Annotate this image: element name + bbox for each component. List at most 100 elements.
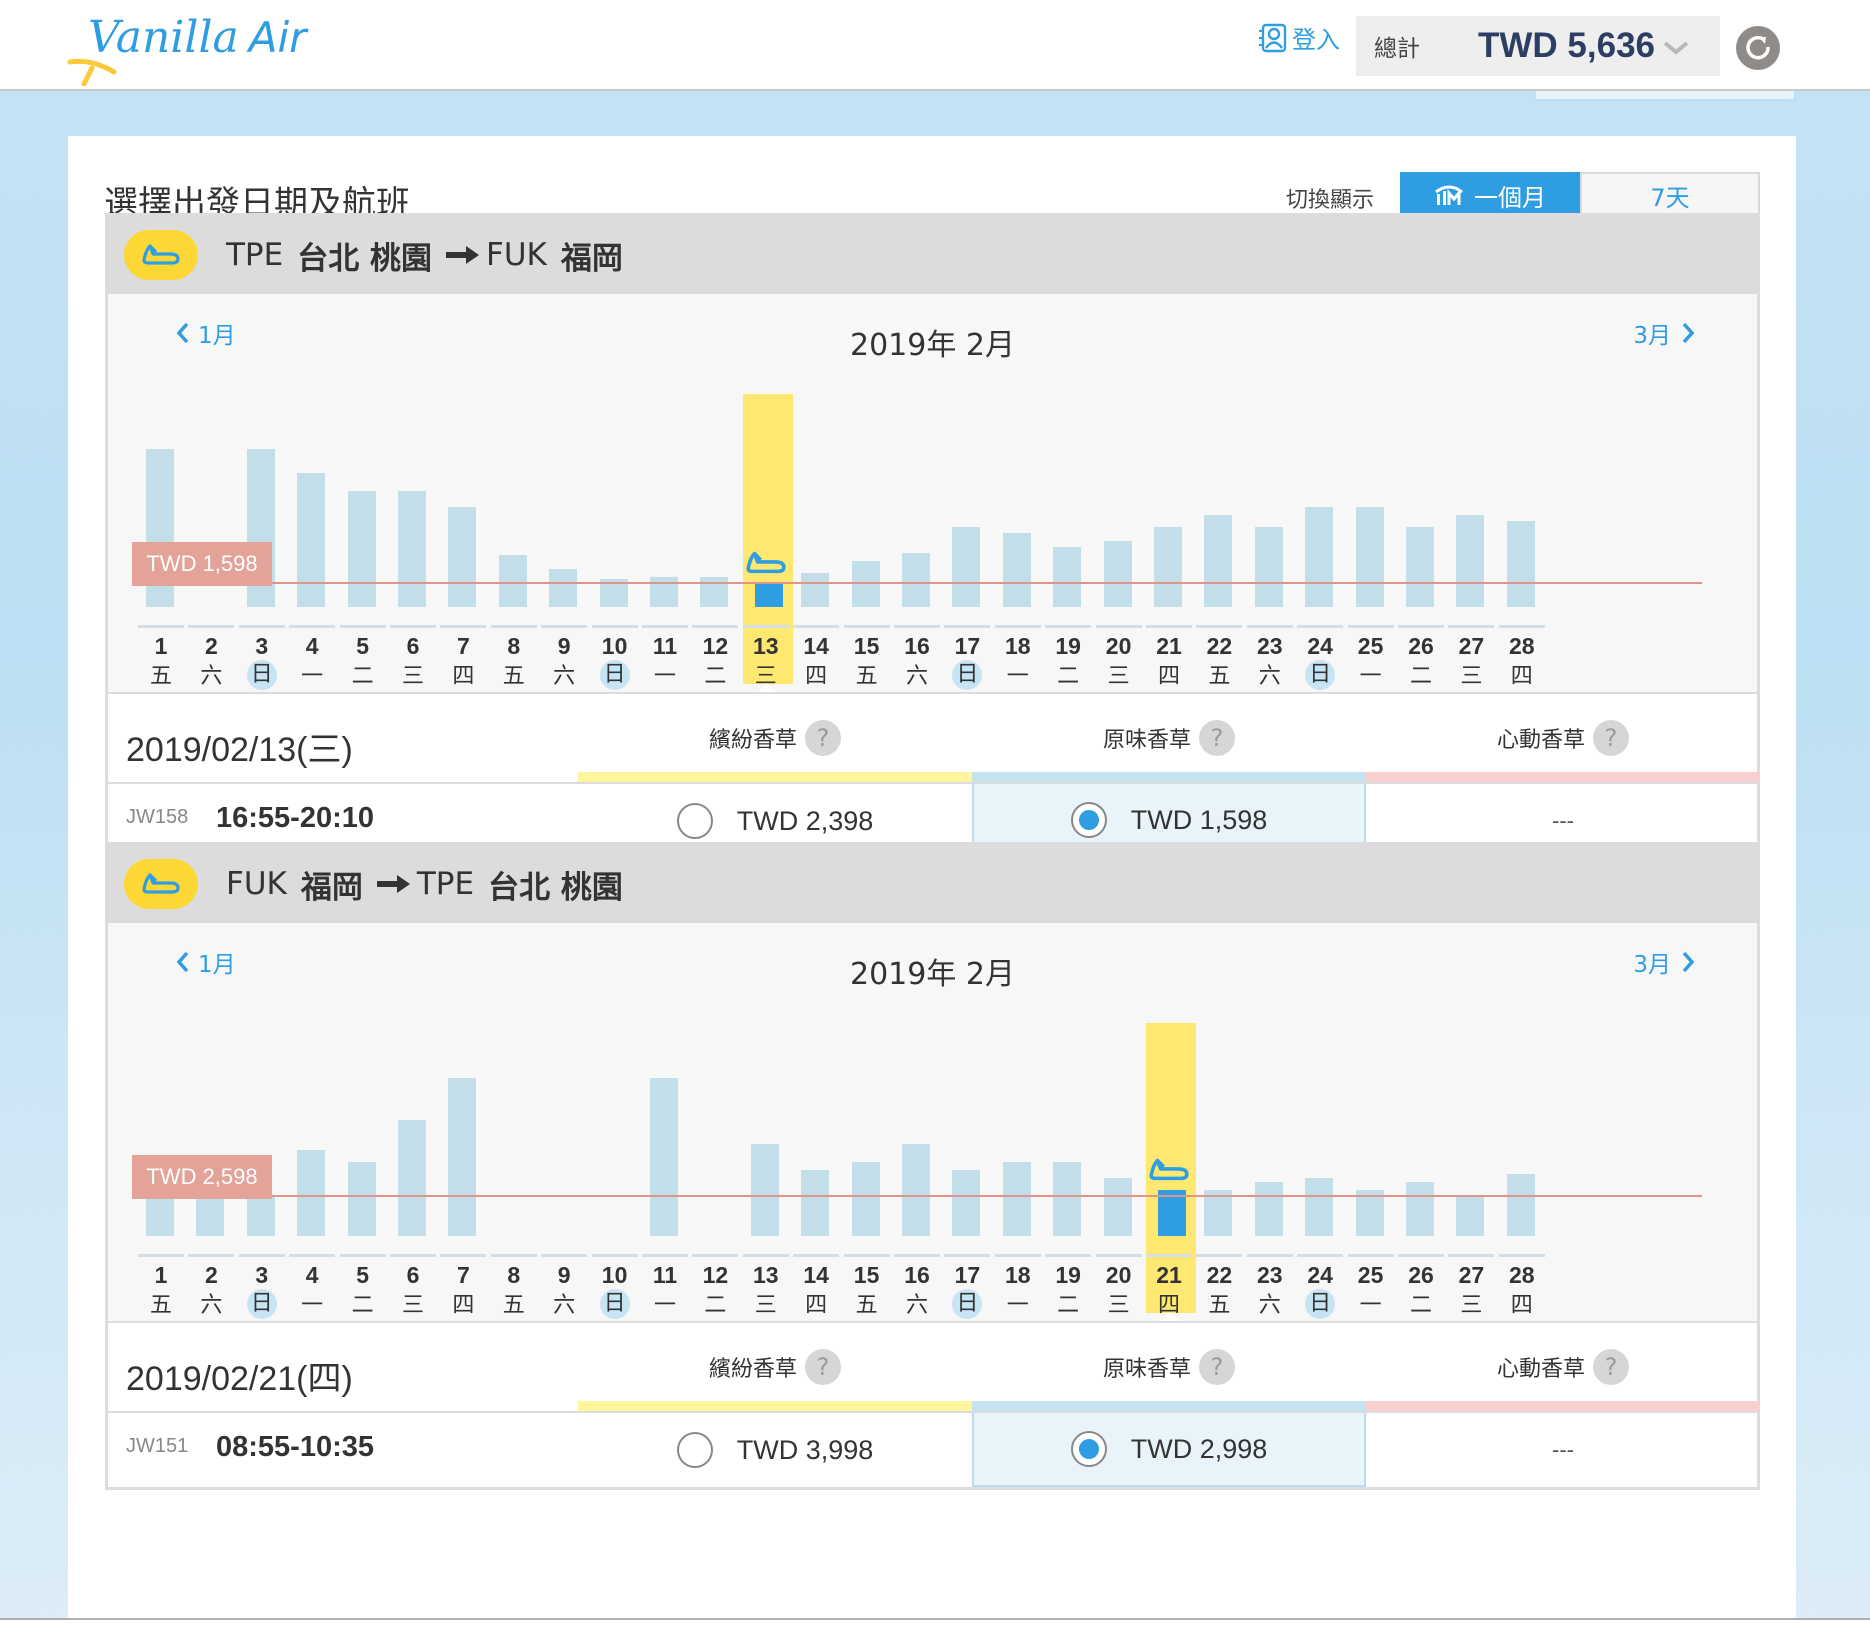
fare-cell[interactable]: TWD 2,398 (578, 784, 972, 858)
price-bar[interactable] (1305, 507, 1334, 607)
price-bar[interactable] (1355, 1190, 1384, 1236)
day-slot-25[interactable]: 25 一 (1346, 1023, 1396, 1323)
tab-one-month[interactable]: 一個月 (1400, 172, 1580, 218)
price-bar[interactable] (1456, 515, 1485, 607)
day-slot-13[interactable]: 13 三 (741, 394, 793, 697)
help-icon[interactable]: ? (805, 1349, 841, 1385)
day-slot-16[interactable]: 16 六 (892, 394, 942, 694)
price-bar[interactable] (1204, 1190, 1233, 1236)
help-icon[interactable]: ? (805, 720, 841, 756)
price-bar[interactable] (1305, 1178, 1334, 1236)
day-slot-19[interactable]: 19 二 (1043, 394, 1093, 694)
day-slot-15[interactable]: 15 五 (842, 1023, 892, 1323)
price-bar[interactable] (347, 491, 376, 607)
fare-radio[interactable] (1070, 802, 1107, 838)
help-icon[interactable]: ? (1593, 1349, 1629, 1385)
day-slot-13[interactable]: 13 三 (741, 1023, 791, 1323)
day-slot-12[interactable]: 12 二 (690, 394, 740, 694)
price-bar[interactable] (448, 507, 477, 607)
price-bar[interactable] (1053, 547, 1082, 607)
next-month-link[interactable]: 3月 (1633, 945, 1695, 979)
day-slot-16[interactable]: 16 六 (892, 1023, 942, 1323)
price-bar[interactable] (146, 1196, 174, 1236)
price-bar[interactable] (297, 1150, 326, 1236)
price-bar[interactable] (1002, 533, 1031, 607)
day-slot-20[interactable]: 20 三 (1094, 1023, 1144, 1323)
day-slot-15[interactable]: 15 五 (842, 394, 892, 694)
day-slot-23[interactable]: 23 六 (1245, 394, 1295, 694)
day-slot-24[interactable]: 24 日 (1295, 394, 1345, 694)
day-slot-14[interactable]: 14 四 (791, 1023, 841, 1323)
day-slot-12[interactable]: 12 二 (690, 1023, 740, 1323)
price-bar[interactable] (1204, 515, 1233, 607)
price-bar[interactable] (801, 573, 830, 607)
day-slot-27[interactable]: 27 三 (1446, 394, 1496, 694)
price-bar[interactable] (801, 1170, 830, 1236)
day-slot-18[interactable]: 18 一 (993, 1023, 1043, 1323)
price-bar[interactable] (196, 1196, 225, 1236)
day-slot-21[interactable]: 21 四 (1144, 1023, 1196, 1326)
day-slot-18[interactable]: 18 一 (993, 394, 1043, 694)
help-icon[interactable]: ? (1199, 720, 1235, 756)
day-slot-26[interactable]: 26 二 (1396, 394, 1446, 694)
price-bar[interactable] (902, 1144, 930, 1236)
day-slot-14[interactable]: 14 四 (791, 394, 841, 694)
day-slot-24[interactable]: 24 日 (1295, 1023, 1345, 1323)
fare-cell[interactable]: TWD 3,998 (578, 1413, 972, 1487)
price-bar[interactable] (398, 491, 426, 607)
price-bar[interactable] (1154, 527, 1182, 607)
fare-radio[interactable] (676, 1432, 713, 1468)
fare-radio[interactable] (676, 803, 713, 839)
day-slot-28[interactable]: 28 四 (1497, 394, 1547, 694)
day-slot-26[interactable]: 26 二 (1396, 1023, 1446, 1323)
price-bar[interactable] (1456, 1196, 1485, 1236)
price-bar[interactable] (448, 1078, 477, 1236)
next-month-link[interactable]: 3月 (1633, 316, 1695, 350)
price-bar[interactable] (754, 583, 783, 607)
price-bar[interactable] (851, 561, 880, 607)
day-slot-11[interactable]: 11 一 (640, 1023, 690, 1323)
help-icon[interactable]: ? (1593, 720, 1629, 756)
day-slot-27[interactable]: 27 三 (1446, 1023, 1496, 1323)
price-bar[interactable] (246, 1196, 275, 1236)
price-bar[interactable] (902, 553, 930, 607)
price-bar[interactable] (952, 527, 981, 607)
day-slot-10[interactable]: 10 日 (590, 1023, 640, 1323)
price-bar[interactable] (1506, 1174, 1535, 1236)
price-bar[interactable] (1053, 1162, 1082, 1236)
price-bar[interactable] (1158, 1190, 1186, 1236)
price-bar[interactable] (952, 1170, 981, 1236)
price-bar[interactable] (498, 555, 527, 607)
price-bar[interactable] (297, 473, 326, 607)
vanilla-air-logo[interactable]: Vanilla Air (66, 10, 306, 86)
price-bar[interactable] (1254, 527, 1283, 607)
help-icon[interactable]: ? (1199, 1349, 1235, 1385)
day-slot-10[interactable]: 10 日 (590, 394, 640, 694)
price-bar[interactable] (1254, 1182, 1283, 1236)
day-slot-20[interactable]: 20 三 (1094, 394, 1144, 694)
day-slot-17[interactable]: 17 日 (942, 394, 992, 694)
price-bar[interactable] (650, 1078, 678, 1236)
day-slot-28[interactable]: 28 四 (1497, 1023, 1547, 1323)
day-slot-22[interactable]: 22 五 (1194, 1023, 1244, 1323)
price-bar[interactable] (1406, 1182, 1434, 1236)
day-slot-11[interactable]: 11 一 (640, 394, 690, 694)
login-button[interactable]: 登入 (1258, 20, 1340, 55)
day-slot-21[interactable]: 21 四 (1144, 394, 1194, 694)
fare-cell[interactable]: TWD 2,998 (972, 1413, 1366, 1487)
price-bar[interactable] (1002, 1162, 1031, 1236)
